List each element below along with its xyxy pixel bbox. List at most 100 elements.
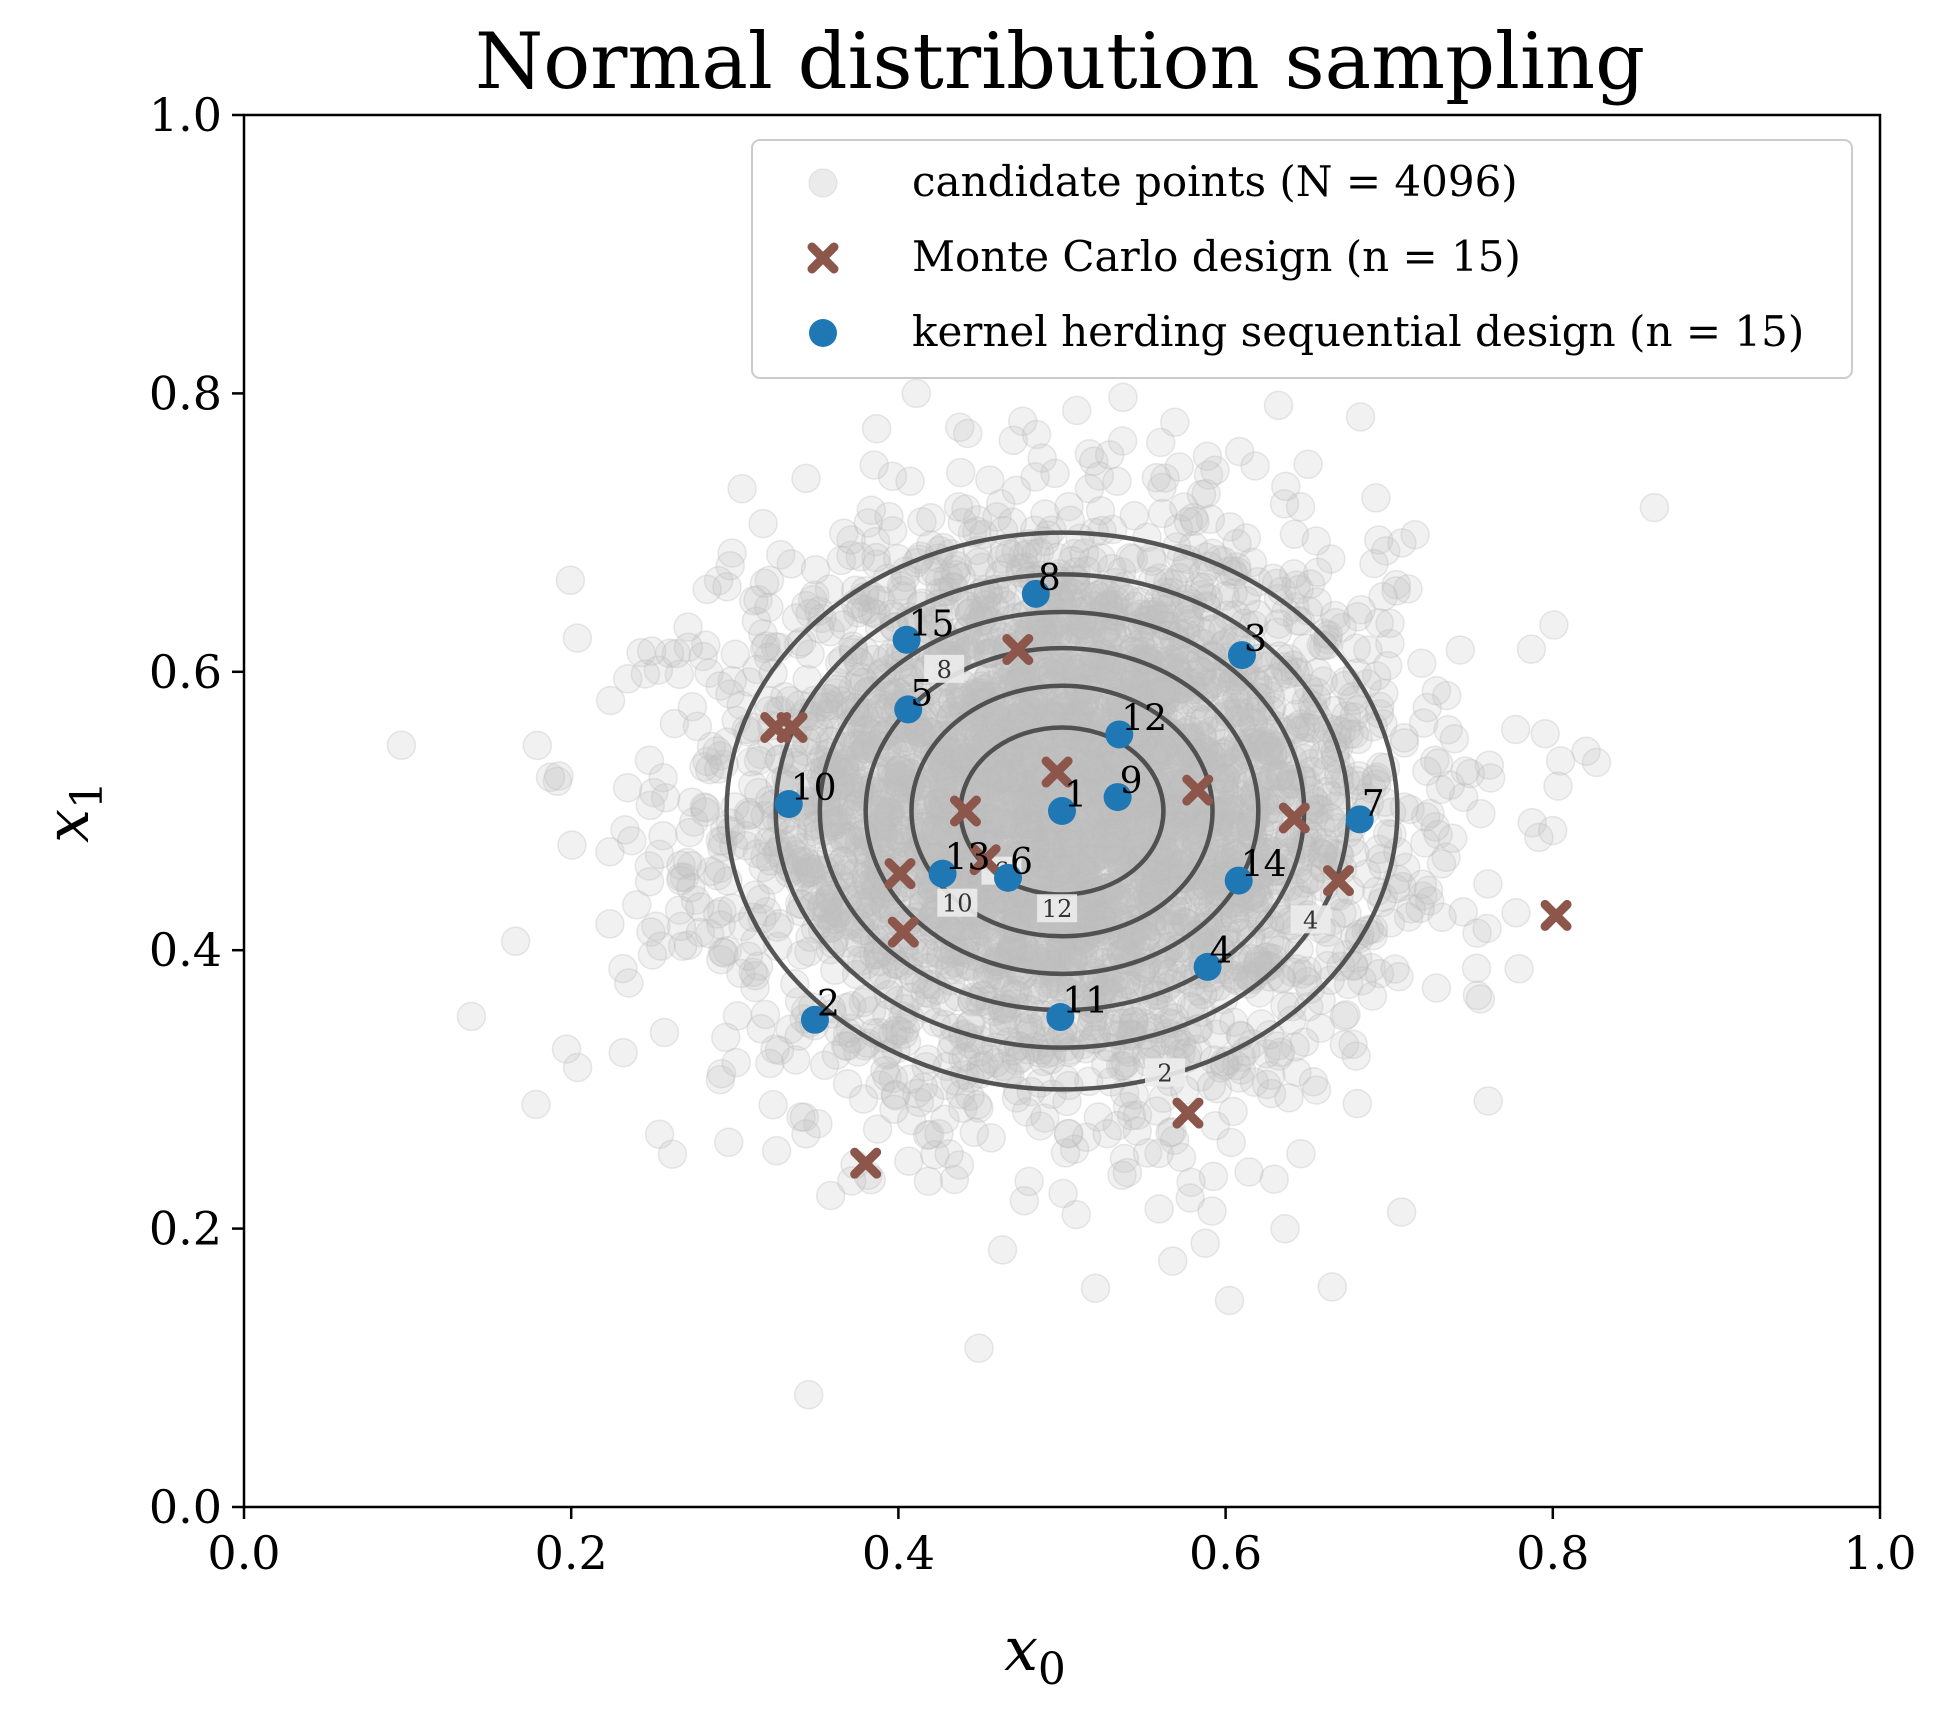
candidate-point (836, 525, 866, 555)
candidate-point (1033, 859, 1064, 890)
candidate-point (1147, 498, 1178, 529)
legend-marker-candidate (808, 168, 838, 198)
candidate-point (908, 890, 938, 921)
candidate-point (1061, 395, 1092, 426)
candidate-point (1174, 604, 1204, 635)
candidate-point (941, 733, 971, 764)
candidate-point (746, 1014, 776, 1044)
candidate-point (1087, 744, 1117, 775)
candidate-point (992, 590, 1022, 621)
candidate-point (705, 1064, 736, 1095)
candidate-point (1019, 811, 1049, 842)
candidate-point (1238, 709, 1269, 740)
candidate-point (1263, 390, 1294, 421)
candidate-point (1311, 776, 1342, 807)
candidate-point (1331, 700, 1362, 731)
candidate-point (975, 928, 1006, 958)
candidate-point (860, 887, 890, 918)
candidate-point (456, 1001, 487, 1032)
candidate-point (984, 776, 1015, 807)
candidate-point (1475, 763, 1506, 793)
candidate-point (1029, 1103, 1060, 1133)
candidate-point (980, 797, 1011, 828)
candidate-point (1041, 949, 1072, 979)
candidate-point (1301, 526, 1331, 556)
x-tick-label: 0.8 (1516, 1526, 1589, 1580)
candidate-point (1090, 838, 1121, 868)
candidate-point (649, 1017, 680, 1048)
candidate-point (895, 466, 925, 497)
x-axis-label-sub: 0 (1038, 1644, 1066, 1695)
legend-marker-kernel-herding (809, 319, 837, 347)
candidate-point (1359, 548, 1389, 579)
candidate-point (636, 636, 667, 666)
x-tick-label: 0.0 (207, 1526, 280, 1580)
candidate-point (1364, 608, 1395, 638)
candidate-point (555, 565, 586, 596)
y-tick-label: 0.6 (149, 645, 222, 699)
candidate-point (1063, 937, 1094, 967)
candidate-point (1141, 854, 1171, 884)
candidate-point (1025, 608, 1055, 638)
candidate-point (832, 1069, 863, 1099)
candidate-point (1160, 407, 1190, 438)
candidate-point (694, 754, 725, 785)
candidate-point (1042, 542, 1073, 573)
candidate-point (1222, 528, 1252, 559)
candidate-point (996, 704, 1027, 734)
candidate-point (995, 895, 1026, 926)
x-axis: 0.0 0.2 0.4 0.6 0.8 1.0 (207, 1507, 1917, 1580)
candidate-point (1363, 525, 1394, 555)
candidate-point (1092, 1118, 1122, 1149)
candidate-point (1001, 1083, 1032, 1113)
candidate-point (1186, 479, 1217, 510)
candidate-point (874, 501, 904, 532)
candidate-point (1190, 912, 1221, 943)
candidate-point (1141, 678, 1172, 708)
candidate-point (1002, 815, 1033, 845)
candidate-point (1066, 615, 1096, 646)
candidate-point (877, 516, 908, 546)
candidate-point (1108, 1050, 1138, 1081)
y-tick-label: 0.4 (149, 923, 222, 977)
candidate-point (827, 757, 857, 788)
candidate-point (1116, 814, 1147, 845)
candidate-point (761, 1136, 792, 1166)
candidate-point (925, 797, 955, 828)
candidate-point (386, 730, 417, 761)
candidate-point (1219, 963, 1249, 994)
candidate-point (648, 820, 678, 851)
chart-title: Normal distribution sampling (475, 17, 1645, 107)
candidate-point (736, 747, 766, 777)
candidate-point (1255, 1020, 1285, 1050)
candidate-point (1019, 808, 1049, 838)
candidate-point (848, 987, 879, 1018)
candidate-point (1342, 1088, 1373, 1119)
candidate-point (812, 892, 843, 922)
candidate-point (911, 938, 942, 969)
candidate-point (734, 800, 765, 830)
candidate-point (1100, 931, 1131, 961)
candidate-point (718, 830, 749, 861)
candidate-point (791, 1119, 821, 1149)
candidate-point (1500, 714, 1531, 745)
candidate-point (1190, 1228, 1220, 1258)
candidate-point (1130, 921, 1161, 952)
candidate-point (809, 1050, 840, 1081)
candidate-point (1423, 819, 1453, 850)
candidate-point (1155, 856, 1186, 886)
candidate-point (914, 1119, 945, 1150)
candidate-point (1148, 955, 1179, 986)
candidate-point (988, 762, 1018, 793)
candidate-point (1332, 898, 1362, 929)
candidate-point (1014, 809, 1045, 840)
candidate-point (1571, 736, 1601, 766)
candidate-point (1420, 812, 1450, 842)
candidate-point (1051, 601, 1082, 631)
candidate-point (1292, 966, 1322, 997)
candidate-point (1037, 709, 1068, 739)
candidate-point (984, 807, 1014, 837)
candidate-point (880, 1079, 911, 1110)
candidate-point (1202, 904, 1233, 934)
candidate-point (1008, 772, 1039, 802)
